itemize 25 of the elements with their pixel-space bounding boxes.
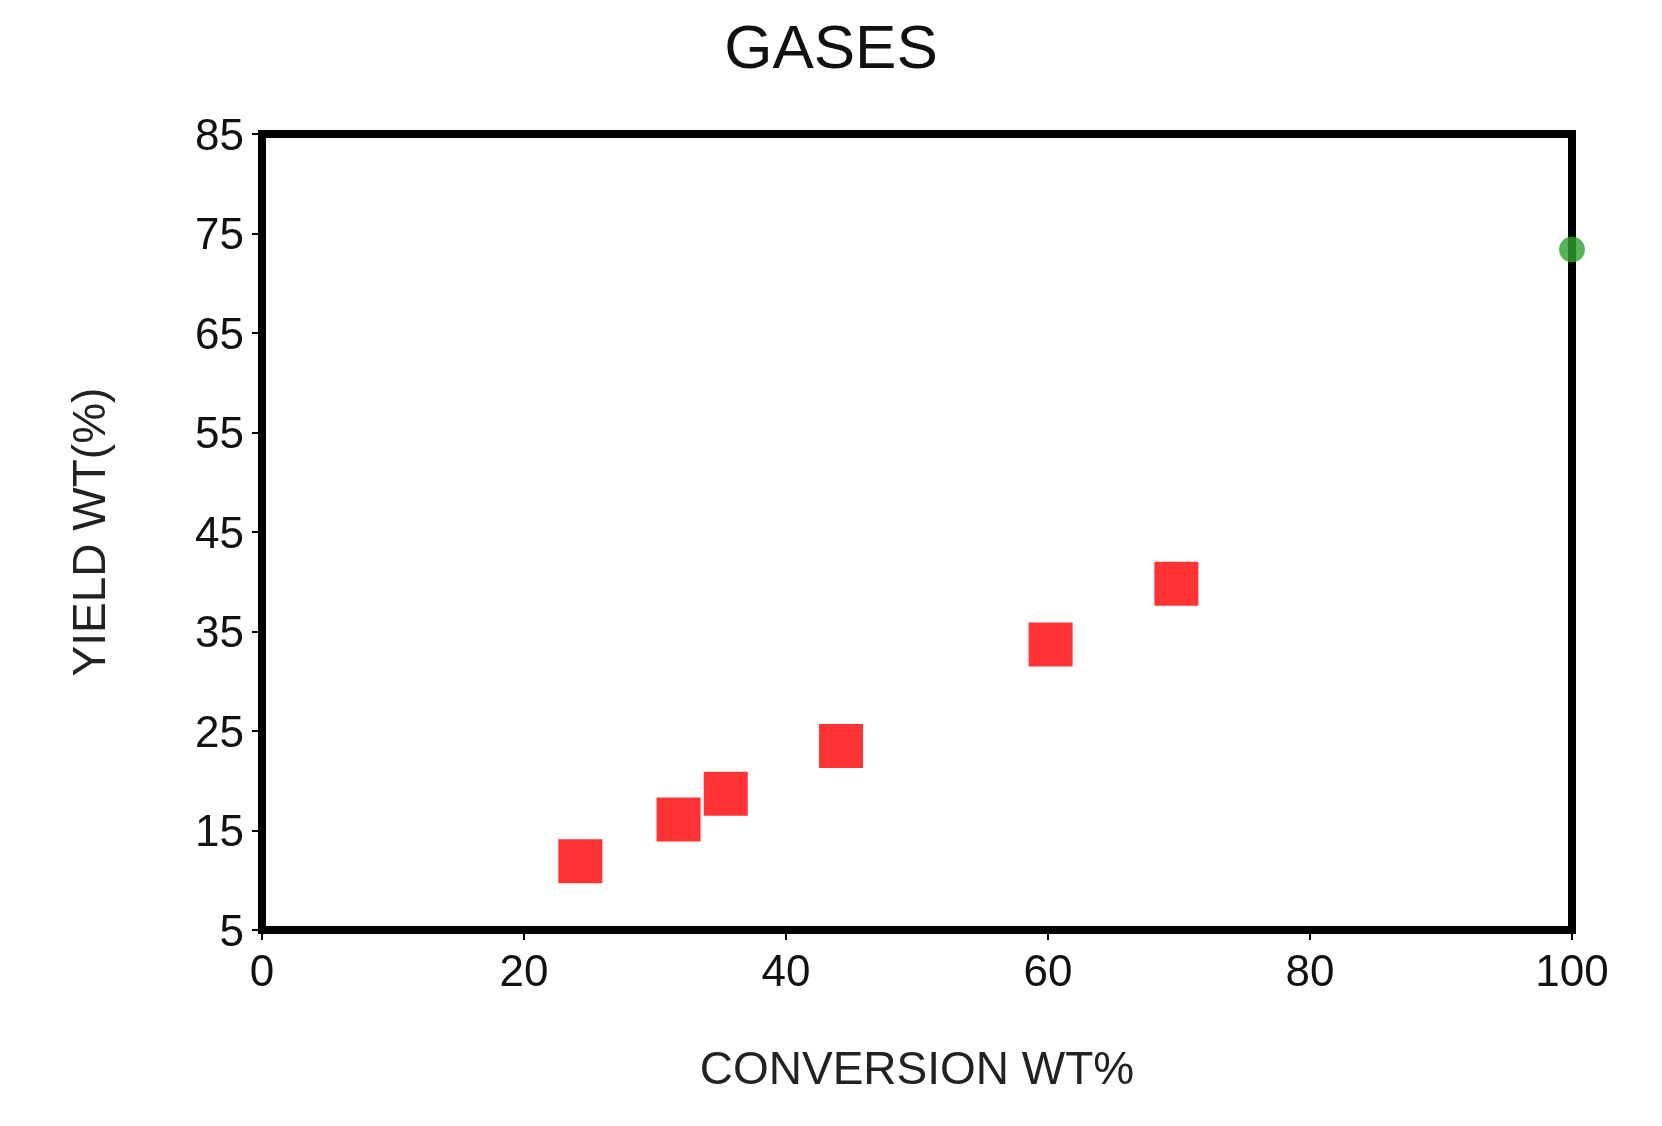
y-tick-label: 15 bbox=[195, 806, 244, 855]
x-tick-label: 80 bbox=[1285, 945, 1335, 995]
y-tick-label: 85 bbox=[195, 109, 244, 159]
point bbox=[819, 723, 864, 768]
x-tick-label: 60 bbox=[1023, 945, 1073, 995]
y-tick-label: 35 bbox=[195, 607, 244, 656]
point bbox=[558, 839, 603, 884]
x-tick-label: 20 bbox=[499, 945, 549, 995]
y-tick-label: 5 bbox=[219, 905, 244, 955]
y-tick-label: 45 bbox=[195, 507, 244, 557]
y-axis-title: YIELD WT(%) bbox=[63, 387, 115, 677]
y-tick-label: 25 bbox=[195, 706, 244, 756]
point bbox=[1154, 561, 1199, 606]
x-axis-title: CONVERSION WT% bbox=[699, 1042, 1135, 1094]
x-tick-label: 0 bbox=[249, 945, 275, 995]
y-tick-label: 75 bbox=[195, 209, 244, 258]
y-tick-label: 55 bbox=[195, 408, 244, 457]
point bbox=[703, 771, 748, 816]
x-tick-label: 40 bbox=[761, 945, 811, 995]
point bbox=[656, 797, 701, 842]
point bbox=[1559, 236, 1585, 263]
point bbox=[1028, 622, 1073, 667]
chart-title: GASES bbox=[724, 11, 938, 81]
y-tick-label: 65 bbox=[195, 308, 244, 358]
x-tick-label: 100 bbox=[1535, 945, 1609, 995]
